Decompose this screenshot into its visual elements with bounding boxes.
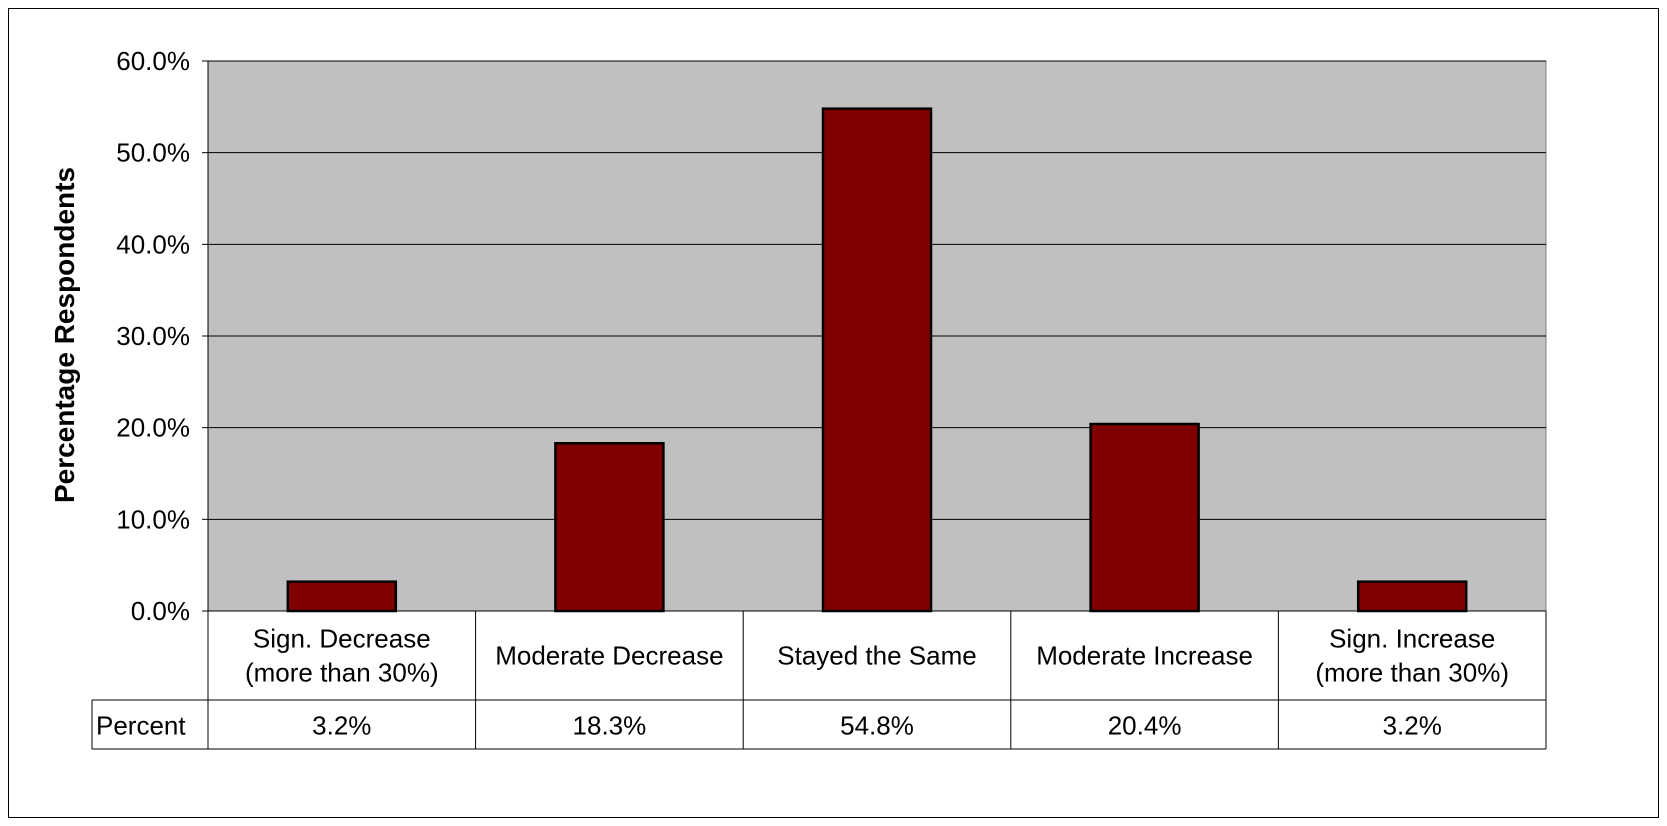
x-category-label: Stayed the Same	[777, 641, 976, 671]
y-tick-label: 10.0%	[116, 504, 190, 534]
y-axis-ticks: 0.0% 10.0% 20.0% 30.0% 40.0% 50.0% 60.0%	[116, 46, 209, 626]
table-value-cell: 3.2%	[312, 711, 371, 741]
data-table: Sign. Decrease (more than 30%) Moderate De…	[91, 610, 1547, 750]
chart-frame	[8, 8, 1659, 818]
x-category-label: (more than 30%)	[1315, 658, 1509, 688]
y-tick-label: 20.0%	[116, 413, 190, 443]
bar	[554, 442, 665, 613]
y-axis-label: Percentage Respondents	[49, 167, 80, 503]
y-tick-label: 60.0%	[116, 46, 190, 76]
table-value-cell: 20.4%	[1108, 711, 1182, 741]
bar	[1356, 580, 1468, 613]
x-category-label: Sign. Increase	[1329, 624, 1495, 654]
bar	[821, 107, 933, 613]
x-category-label: Moderate Increase	[1036, 641, 1253, 671]
x-category-label: Sign. Decrease	[253, 624, 431, 654]
x-category-label: Moderate Decrease	[495, 641, 723, 671]
bars	[286, 107, 1468, 613]
y-tick-label: 50.0%	[116, 138, 190, 168]
x-category-label: (more than 30%)	[245, 658, 439, 688]
table-value-cell: 3.2%	[1383, 711, 1442, 741]
bar	[1089, 422, 1200, 613]
bar	[286, 580, 398, 613]
y-tick-label: 30.0%	[116, 321, 190, 351]
y-tick-label: 0.0%	[131, 596, 190, 626]
table-row-label: Percent	[96, 711, 186, 741]
table-value-cell: 18.3%	[573, 711, 647, 741]
table-value-cell: 54.8%	[840, 711, 914, 741]
y-tick-label: 40.0%	[116, 229, 190, 259]
